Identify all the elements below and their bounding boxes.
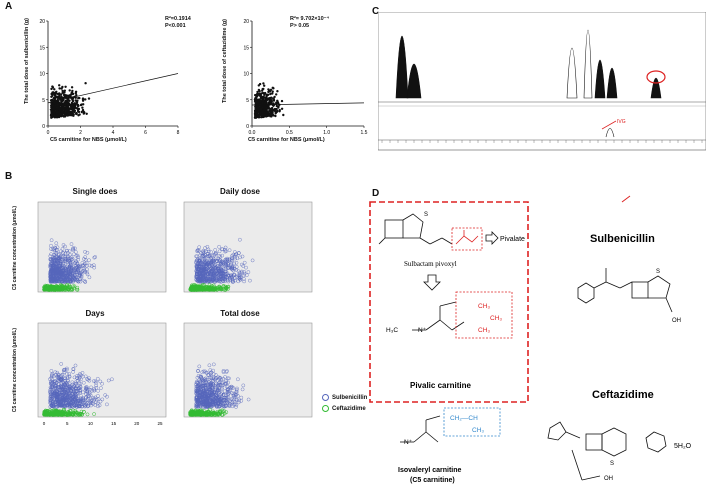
panel-b-days-plot: 0 5 10 15 20 25	[37, 322, 167, 426]
y-tick-label: 15	[39, 45, 45, 51]
x-tick-label: 6	[144, 130, 147, 136]
y-tick-label: 10	[39, 72, 45, 78]
panel-b-title-days: Days	[85, 309, 105, 318]
isovaleryl-ch2ch: CH₂—CH	[450, 415, 478, 422]
panel-a-right-xlabel: C5 carnitine for NBS (μmol/L)	[248, 137, 325, 143]
ceftazidime-structure	[547, 421, 667, 481]
panel-b-title-total: Total dose	[220, 309, 260, 318]
panel-a-right-p: P> 0.05	[290, 23, 310, 29]
panel-a-right-r2: R²= 9.702×10⁻⁴	[290, 16, 330, 22]
panel-b-single-dose-plot	[37, 201, 167, 293]
pivalate-label: Pivalate	[500, 236, 525, 243]
sulbactam-pivoxyl-label: Sulbactam pivoxyl	[404, 260, 457, 268]
isovaleryl-ch3: CH₃	[472, 427, 484, 434]
panel-label-b: B	[5, 171, 13, 182]
x-tick-label: 10	[88, 421, 94, 426]
legend-item-sulbenicillin: Sulbenicillin	[322, 394, 367, 401]
pivalic-ch3-1: CH₃	[478, 303, 490, 310]
panel-b-daily-dose-plot	[183, 201, 313, 293]
x-tick-label: 1.5	[361, 130, 368, 136]
y-tick-label: 20	[39, 19, 45, 25]
panel-b-ylabel-bottom: C5 carnitine concentration (μmol/L)	[12, 327, 18, 413]
y-tick-label: 0	[42, 124, 45, 130]
y-tick-label: 10	[243, 72, 249, 78]
panel-b-ylabel-top: C5 carnitine concentration (μmol/L)	[12, 205, 18, 291]
panel-label-c: C	[372, 6, 380, 17]
panel-d-structures: S Pivalate Sulbactam pivoxyl H₃C N⁺ CH₃ …	[369, 195, 692, 484]
pivalic-n: N⁺	[418, 327, 427, 334]
panel-a-right-scatter: 0.0 0.5 1.0 1.5 0 5 10 15 20	[243, 19, 368, 136]
panel-label-a: A	[5, 1, 13, 12]
panel-a-left-xlabel: C5 carnitine for NBS (μmol/L)	[50, 137, 127, 143]
pivalic-h3c-1: H₃C	[386, 327, 398, 334]
x-tick-label: 0.0	[249, 130, 256, 136]
panel-c-chromatogram: IVG	[378, 12, 706, 151]
x-tick-label: 0	[47, 130, 50, 136]
pivalic-ch3-3: CH₃	[478, 327, 490, 334]
panel-c-ivg-label: IVG	[617, 119, 626, 125]
sulbenicillin-label: Sulbenicillin	[590, 233, 655, 245]
sulbactam-s-label: S	[424, 212, 428, 218]
legend-item-ceftazidime: Ceftazidime	[322, 405, 367, 412]
x-tick-label: 25	[157, 421, 163, 426]
isovaleryl-structure	[400, 407, 501, 443]
panel-a-left-ylabel: The total dose of sulbenicillin (g)	[24, 18, 30, 104]
panel-b-total-dose-plot	[183, 322, 313, 418]
reaction-arrow	[423, 274, 441, 291]
panel-c-ivg-arrow	[601, 120, 617, 130]
c5-carnitine-label: (C5 carnitine)	[410, 477, 455, 484]
panel-b-title-single: Single does	[72, 187, 118, 196]
y-tick-label: 5	[42, 98, 45, 104]
panel-c-highlight-circle	[646, 70, 666, 84]
sulbenicillin-oh: OH	[672, 318, 681, 324]
ceftazidime-s: S	[610, 461, 614, 467]
x-tick-label: 4	[112, 130, 115, 136]
y-tick-label: 5	[246, 98, 249, 104]
x-tick-label: 20	[134, 421, 140, 426]
x-tick-label: 2	[79, 130, 82, 136]
panel-a-left-scatter: 0 2 4 6 8 0 5 10 15 20	[39, 19, 180, 136]
pivalic-carnitine-structure	[412, 291, 513, 339]
y-tick-label: 20	[243, 19, 249, 25]
red-mark	[621, 195, 631, 203]
panel-label-d: D	[372, 188, 380, 199]
legend-label-ceftazidime: Ceftazidime	[332, 405, 366, 412]
sulbactam-pivoxyl-structure	[378, 213, 499, 251]
ceftazidime-oh: OH	[604, 476, 613, 482]
x-tick-label: 0	[43, 421, 46, 426]
sulbenicillin-s: S	[656, 269, 660, 275]
x-tick-label: 0.5	[286, 130, 293, 136]
ceftazidime-water: 5H₂O	[674, 443, 692, 450]
panel-b-title-daily: Daily dose	[219, 187, 260, 196]
x-tick-label: 5	[66, 421, 69, 426]
pivalate-dashed-box	[369, 201, 529, 403]
panel-a-right-ylabel: The total dose of ceftazidime (g)	[222, 18, 228, 104]
x-tick-label: 1.0	[323, 130, 330, 136]
y-tick-label: 15	[243, 45, 249, 51]
ceftazidime-label: Ceftazidime	[592, 389, 654, 401]
legend-marker-sulbenicillin	[322, 394, 329, 401]
panel-b-legend: Sulbenicillin Ceftazidime	[322, 394, 367, 412]
pivalic-ch3-2: CH₃	[490, 315, 502, 322]
legend-label-sulbenicillin: Sulbenicillin	[332, 394, 368, 401]
isovaleryl-n: N⁺	[404, 439, 413, 446]
panel-a-left-p: P<0.001	[165, 23, 186, 29]
pivalic-carnitine-label: Pivalic carnitine	[410, 381, 471, 390]
x-tick-label: 15	[111, 421, 117, 426]
x-tick-label: 8	[177, 130, 180, 136]
y-tick-label: 0	[246, 124, 249, 130]
sulbenicillin-structure	[577, 268, 673, 313]
isovaleryl-label: Isovaleryl carnitine	[398, 467, 462, 474]
legend-marker-ceftazidime	[322, 405, 329, 412]
panel-a-left-r2: R²=0.1914	[165, 16, 191, 22]
